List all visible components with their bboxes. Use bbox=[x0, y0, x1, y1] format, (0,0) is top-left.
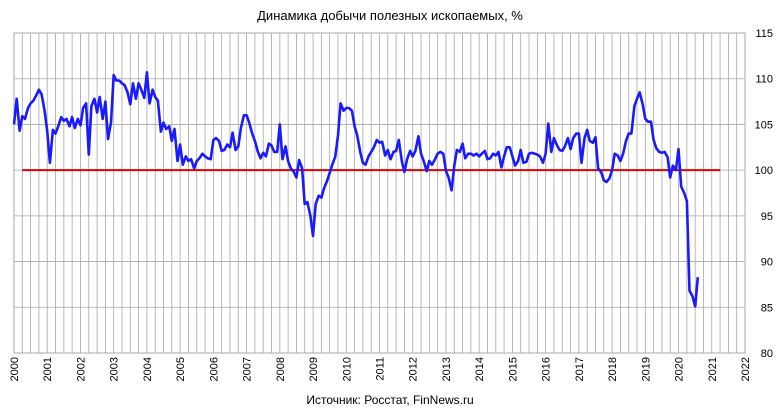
y-tick-label: 90 bbox=[761, 257, 773, 269]
x-tick-label: 2009 bbox=[308, 357, 320, 381]
x-tick-label: 2011 bbox=[375, 357, 387, 381]
x-tick-label: 2005 bbox=[175, 357, 187, 381]
x-tick-label: 2003 bbox=[109, 357, 121, 381]
x-tick-label: 2014 bbox=[474, 357, 486, 381]
x-tick-label: 2006 bbox=[208, 357, 220, 381]
y-tick-label: 110 bbox=[755, 74, 773, 86]
x-tick-label: 2008 bbox=[275, 357, 287, 381]
x-tick-label: 2022 bbox=[740, 357, 752, 381]
x-tick-label: 2000 bbox=[9, 357, 21, 381]
y-tick-label: 85 bbox=[761, 302, 773, 314]
y-tick-label: 95 bbox=[761, 211, 773, 223]
x-tick-label: 2020 bbox=[674, 357, 686, 381]
x-tick-label: 2015 bbox=[507, 357, 519, 381]
series-line bbox=[12, 71, 700, 308]
x-tick-label: 2012 bbox=[408, 357, 420, 381]
x-tick-label: 2010 bbox=[341, 357, 353, 381]
x-tick-label: 2013 bbox=[441, 357, 453, 381]
y-tick-label: 80 bbox=[761, 348, 773, 360]
source-label: Источник: Росстат, FinNews.ru bbox=[306, 393, 473, 407]
x-axis-ticks: 2000 2001 2002 2003 2004 2005 2006 2007 2008 2009… bbox=[9, 357, 752, 381]
x-tick-label: 2017 bbox=[574, 357, 586, 381]
x-tick-label: 2019 bbox=[640, 357, 652, 381]
x-tick-label: 2018 bbox=[607, 357, 619, 381]
x-tick-label: 2004 bbox=[142, 357, 154, 381]
x-tick-label: 2007 bbox=[242, 357, 254, 381]
x-tick-label: 2021 bbox=[707, 357, 719, 381]
x-tick-label: 2001 bbox=[42, 357, 54, 381]
x-tick-label: 2002 bbox=[75, 357, 87, 381]
x-tick-label: 2016 bbox=[541, 357, 553, 381]
y-tick-label: 105 bbox=[755, 119, 773, 131]
y-tick-label: 115 bbox=[755, 28, 773, 40]
chart-title: Динамика добычи полезных ископаемых, % bbox=[257, 8, 523, 23]
y-axis-ticks: 80 85 90 95 100 105 110 115 bbox=[755, 28, 773, 360]
grid bbox=[13, 32, 746, 354]
y-tick-label: 100 bbox=[755, 165, 773, 177]
